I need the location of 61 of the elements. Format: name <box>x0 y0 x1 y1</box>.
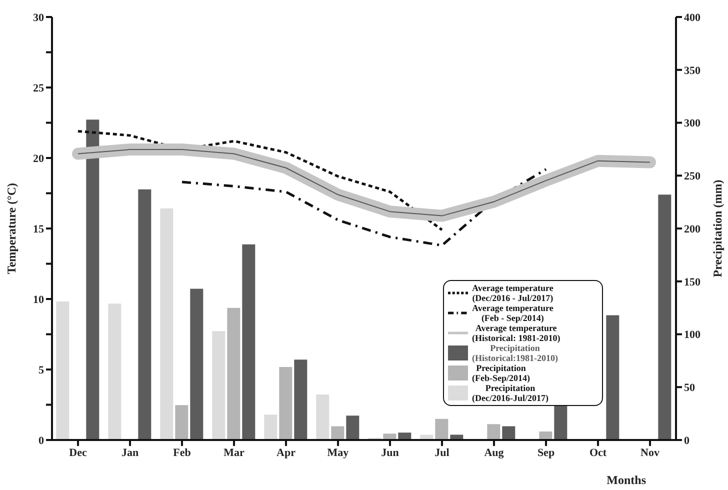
bar <box>658 194 672 440</box>
bar <box>606 315 620 440</box>
legend-label: Average temperature (Feb - Sep/2014) <box>472 303 554 323</box>
bar <box>331 426 344 440</box>
bar <box>242 244 256 440</box>
bar <box>227 308 240 440</box>
bar <box>346 416 360 440</box>
y-tick-label: 25 <box>33 82 44 94</box>
y2-tick-label: 50 <box>684 382 696 394</box>
line-series <box>76 130 444 232</box>
x-tick-label: Apr <box>276 446 296 459</box>
x-tick-label: Mar <box>224 446 244 459</box>
x-tick-label: Jul <box>434 446 450 459</box>
x-tick-label: May <box>327 446 350 459</box>
y-tick-label: 30 <box>33 12 44 24</box>
bar <box>212 331 226 440</box>
bar <box>175 405 188 440</box>
x-axis-title: Months <box>606 473 646 487</box>
y2-tick-label: 250 <box>684 170 701 183</box>
y2-axis-title: Precipitation (mm) <box>710 180 724 278</box>
bar <box>435 418 448 440</box>
legend-label: Average temperature (Dec/2016 - Jul/2017) <box>472 283 554 303</box>
bar <box>56 301 70 440</box>
x-tick-label: Aug <box>484 446 504 459</box>
y-tick-label: 0 <box>38 434 44 447</box>
y2-tick-label: 400 <box>684 12 701 24</box>
bar <box>264 414 278 440</box>
x-tick-label: Jun <box>381 446 399 459</box>
x-tick-label: Dec <box>69 446 87 459</box>
x-tick-label: Jan <box>121 446 139 459</box>
legend-label: Average temperature (Historical: 1981-2010) <box>472 323 560 343</box>
y2-tick-label: 150 <box>684 276 701 288</box>
bar <box>86 120 100 440</box>
y-tick-label: 15 <box>33 223 44 236</box>
bar <box>108 304 122 440</box>
bar <box>554 405 568 440</box>
y2-tick-label: 300 <box>684 118 701 130</box>
legend-label: Precipitation (Dec/2016-Jul/2017) <box>472 383 548 403</box>
bar <box>138 189 152 440</box>
y2-tick-label: 100 <box>684 329 701 342</box>
bar <box>487 424 500 440</box>
text: Precipitation (Historical:1981-2010) <box>472 343 558 363</box>
y-tick-label: 10 <box>33 294 44 306</box>
bar <box>294 360 308 440</box>
bar <box>502 426 516 440</box>
bar <box>316 394 330 440</box>
y-axis-title: Temperature (°C) <box>4 182 18 274</box>
y-tick-label: 5 <box>38 364 44 376</box>
y2-tick-label: 0 <box>684 434 690 447</box>
y2-tick-label: 350 <box>684 64 701 77</box>
x-tick-label: Oct <box>589 446 607 459</box>
line-series <box>180 168 548 247</box>
x-tick-label: Sep <box>537 446 555 459</box>
x-tick-label: Feb <box>173 446 191 459</box>
y2-tick-label: 200 <box>684 223 701 236</box>
y-tick-label: 20 <box>33 152 44 165</box>
x-tick-label: Nov <box>640 446 660 459</box>
bar <box>190 288 204 440</box>
bar <box>279 367 292 440</box>
bar <box>160 208 174 440</box>
legend-label: Precipitation (Feb-Sep/2014) <box>472 363 530 383</box>
